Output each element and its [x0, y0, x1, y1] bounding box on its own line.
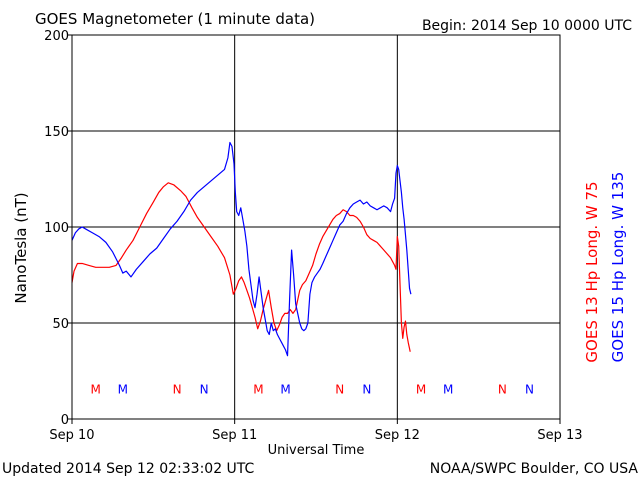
- marker-n-10: N: [498, 382, 507, 396]
- series-goes15-line: [71, 141, 412, 357]
- x-tick-label-72: Sep 13: [537, 428, 582, 443]
- chart-title: GOES Magnetometer (1 minute data): [35, 10, 315, 28]
- marker-m-5: M: [280, 382, 290, 396]
- marker-n-2: N: [173, 382, 182, 396]
- marker-m-0: M: [91, 382, 101, 396]
- x-tick-label-24: Sep 11: [212, 428, 257, 443]
- marker-n-11: N: [525, 382, 534, 396]
- y-tick-label-200: 200: [44, 29, 69, 44]
- legend-goes15: GOES 15 Hp Long. W 135: [609, 172, 627, 363]
- legend-goes13: GOES 13 Hp Long. W 75: [583, 181, 601, 362]
- x-axis-label: Universal Time: [268, 443, 365, 458]
- marker-m-8: M: [416, 382, 426, 396]
- y-tick-label-0: 0: [61, 413, 69, 428]
- marker-n-7: N: [362, 382, 371, 396]
- marker-n-6: N: [335, 382, 344, 396]
- y-tick-layer: 0 50 100 150 200: [44, 29, 72, 428]
- y-tick-label-100: 100: [44, 221, 69, 236]
- series-goes13-line: [71, 182, 411, 352]
- credit-label: NOAA/SWPC Boulder, CO USA: [430, 461, 639, 477]
- x-tick-label-48: Sep 12: [375, 428, 420, 443]
- begin-label: Begin: 2014 Sep 10 0000 UTC: [422, 18, 632, 34]
- y-tick-label-150: 150: [44, 125, 69, 140]
- series-layer: [71, 141, 412, 357]
- y-axis-label: NanoTesla (nT): [12, 192, 30, 303]
- grid-layer: [72, 35, 560, 419]
- marker-n-3: N: [200, 382, 209, 396]
- x-tick-label-0: Sep 10: [49, 428, 94, 443]
- marker-m-9: M: [443, 382, 453, 396]
- marker-m-1: M: [118, 382, 128, 396]
- marker-m-4: M: [253, 382, 263, 396]
- y-tick-label-50: 50: [52, 317, 69, 332]
- x-tick-layer: Sep 10 Sep 11 Sep 12 Sep 13: [49, 419, 583, 443]
- updated-label: Updated 2014 Sep 12 02:33:02 UTC: [2, 461, 255, 477]
